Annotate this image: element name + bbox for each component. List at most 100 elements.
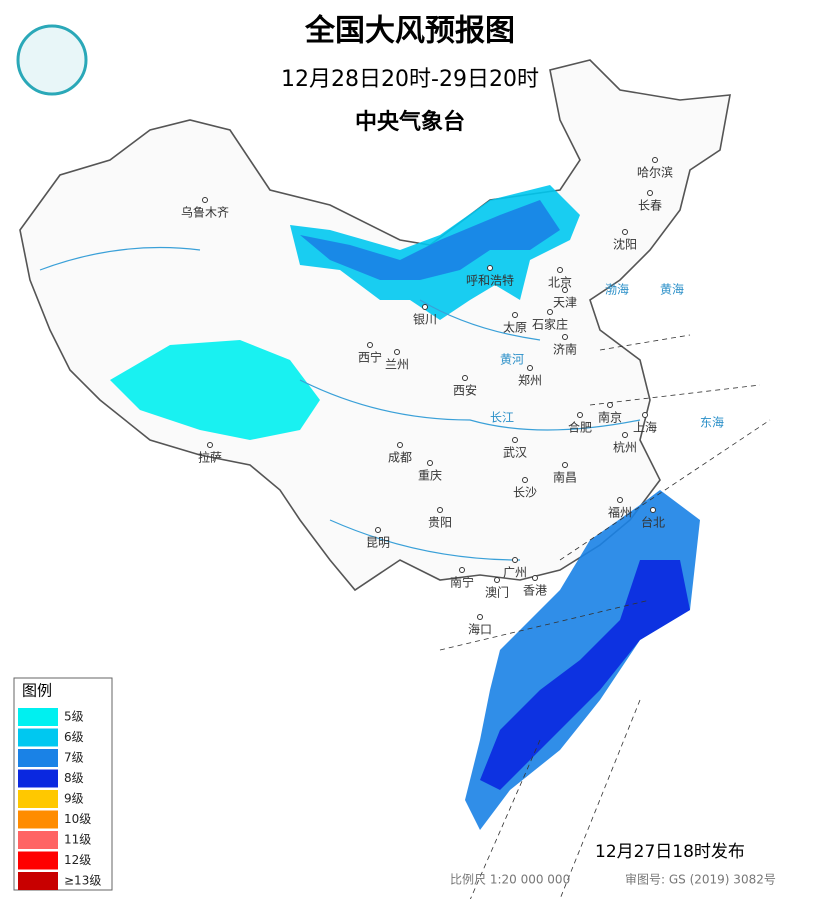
city-dot: [557, 267, 563, 273]
city-dot: [647, 190, 653, 196]
logo: [16, 24, 88, 96]
city-label: 海口: [468, 622, 492, 637]
legend-label: 6级: [64, 730, 84, 744]
legend-label: 9级: [64, 792, 84, 806]
city-dot: [375, 527, 381, 533]
city-dot: [650, 507, 656, 513]
city-label: 杭州: [613, 440, 637, 455]
city-dot: [512, 557, 518, 563]
city-dot: [622, 432, 628, 438]
city-label: 西宁: [358, 350, 382, 365]
city-label: 昆明: [366, 536, 390, 550]
city-label: 石家庄: [532, 317, 568, 332]
city-label: 成都: [388, 451, 412, 465]
city-label: 济南: [553, 342, 577, 357]
sea-boundaries: [439, 334, 771, 899]
scale: 比例尺 1:20 000 000: [450, 873, 570, 887]
city-dot: [512, 312, 518, 318]
city-label: 香港: [523, 584, 547, 598]
legend-label: 7级: [64, 751, 84, 765]
city-dot: [487, 265, 493, 271]
city-dot: [607, 402, 613, 408]
legend-swatch: [18, 851, 58, 870]
legend-swatch: [18, 831, 58, 849]
city-label: 南宁: [450, 575, 474, 590]
city-dot: [367, 342, 373, 348]
city-dot: [527, 365, 533, 371]
period: 12月28日20时-29日20时: [281, 67, 539, 92]
city-label: 重庆: [418, 469, 442, 483]
city-dot: [477, 614, 483, 620]
city-dot: [562, 462, 568, 468]
legend-label: 8级: [64, 771, 84, 785]
city-dot: [397, 442, 403, 448]
city-dot: [547, 309, 553, 315]
city-label: 贵阳: [428, 516, 452, 530]
sea-label: 黄河: [500, 353, 524, 367]
legend-label: 11级: [64, 833, 91, 847]
sea-label: 黄海: [660, 282, 684, 297]
city-label: 澳门: [485, 585, 509, 600]
sea-label: 渤海: [605, 282, 629, 297]
issued-time: 12月27日18时发布: [595, 842, 745, 862]
city-dot: [642, 412, 648, 418]
title: 全国大风预报图: [304, 14, 515, 49]
sea-label: 长江: [490, 411, 514, 425]
legend-swatch: [18, 749, 58, 767]
city-dot: [522, 477, 528, 483]
legend-swatch: [18, 728, 58, 747]
city-dot: [462, 375, 468, 381]
city-dot: [512, 437, 518, 443]
legend-label: 5级: [64, 710, 84, 724]
city-dot: [437, 507, 443, 513]
wind-zone: [110, 340, 320, 440]
city-label: 太原: [503, 320, 527, 335]
city-label: 长沙: [513, 486, 537, 500]
city-label: 上海: [633, 420, 657, 435]
city-label: 郑州: [518, 373, 542, 388]
city-label: 沈阳: [613, 237, 637, 252]
city-dot: [427, 460, 433, 466]
city-label: 呼和浩特: [466, 273, 514, 288]
city-dot: [494, 577, 500, 583]
city-label: 福州: [608, 505, 632, 520]
sea-label: 东海: [700, 415, 724, 430]
city-label: 西安: [453, 383, 477, 398]
city-dot: [207, 442, 213, 448]
wind-zone: [300, 200, 560, 280]
city-label: 银川: [413, 313, 437, 327]
city-label: 乌鲁木齐: [181, 205, 229, 220]
city-dot: [577, 412, 583, 418]
city-label: 南昌: [553, 470, 577, 485]
city-label: 南京: [598, 410, 622, 425]
city-label: 拉萨: [198, 450, 222, 465]
city-dot: [562, 334, 568, 340]
city-dot: [617, 497, 623, 503]
legend-swatch: [18, 769, 58, 788]
legend-label: 10级: [64, 812, 91, 826]
city-dot: [652, 157, 658, 163]
city-dot: [532, 575, 538, 581]
legend-swatch: [18, 810, 58, 829]
city-dot: [562, 287, 568, 293]
city-dot: [622, 229, 628, 235]
legend-swatch: [18, 872, 58, 890]
legend-swatch: [18, 790, 58, 808]
wind-zone: [480, 560, 690, 790]
city-dot: [394, 349, 400, 355]
legend-title: 图例: [22, 682, 52, 700]
legend-swatch: [18, 708, 58, 726]
city-label: 武汉: [503, 446, 527, 460]
legend-label: ≥13级: [64, 874, 101, 888]
city-label: 台北: [641, 515, 665, 530]
city-dot: [422, 304, 428, 310]
city-dot: [459, 567, 465, 573]
issuer: 中央气象台: [355, 109, 465, 135]
review-number: 审图号: GS (2019) 3082号: [625, 872, 776, 887]
city-label: 北京: [548, 276, 572, 290]
city-label: 广州: [503, 566, 527, 580]
city-label: 长春: [638, 199, 662, 213]
city-label: 合肥: [568, 420, 592, 435]
city-dot: [202, 197, 208, 203]
